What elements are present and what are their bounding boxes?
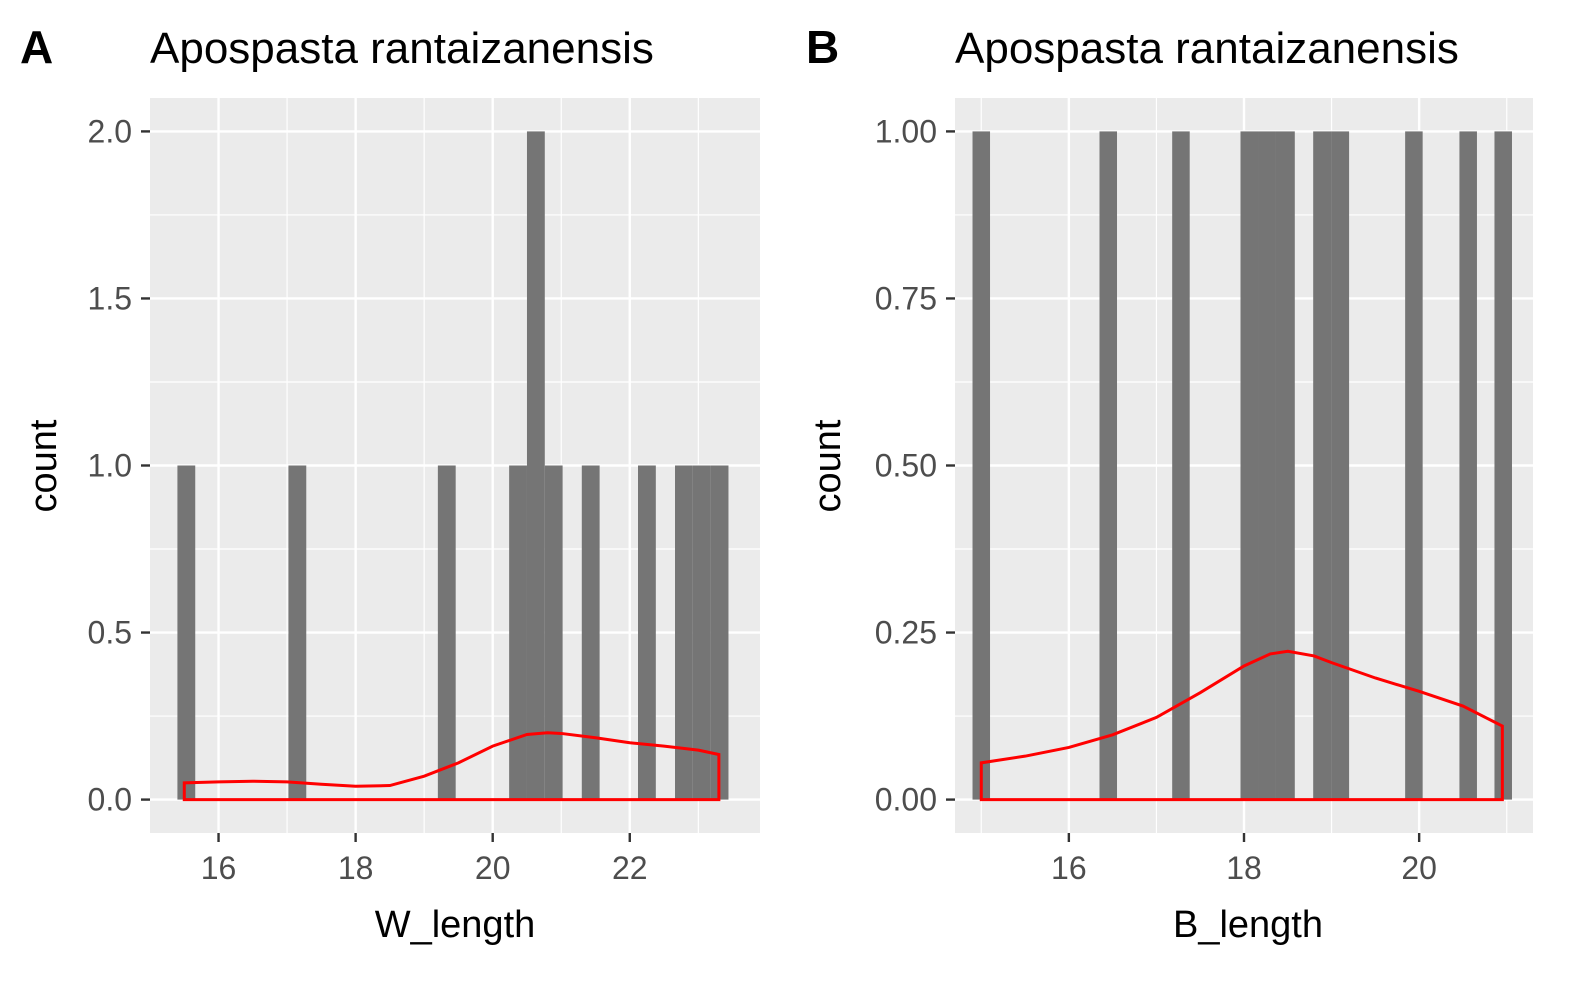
histogram-bar [710,465,729,800]
histogram-bar [972,131,991,800]
chart-title: Apospasta rantaizanensis [955,24,1459,73]
y-axis-label: count [23,419,65,512]
histogram-bar [437,465,456,800]
y-tick-label: 1.0 [88,448,132,484]
histogram-bars [177,131,729,800]
y-tick-label: 1.00 [875,113,937,149]
histogram-bar [1258,131,1276,800]
y-axis-label: count [807,419,849,512]
y-tick-label: 0.50 [875,448,937,484]
x-axis-label: W_length [375,904,536,946]
histogram-bars [972,131,1512,800]
histogram-bar [1172,131,1190,800]
histogram-bar [581,465,600,800]
histogram-bar [692,465,711,800]
histogram-bar [1459,131,1477,800]
histogram-bar [544,465,563,800]
histogram-bar [638,465,656,800]
x-tick-label: 16 [201,850,237,886]
x-tick-label: 18 [338,850,374,886]
histogram-bar [509,465,527,800]
y-tick-label: 0.25 [875,615,937,651]
y-axis: 0.00 0.25 0.50 0.75 1.00 [875,113,955,818]
y-tick-label: 0.0 [88,782,132,818]
histogram-bar [526,131,545,800]
density-curve [182,731,721,802]
histogram-bar [1275,131,1295,800]
x-axis: 16 18 20 [1051,833,1437,886]
y-axis: 0.0 0.5 1.0 1.5 2.0 [88,113,150,818]
panel-tag: A [20,21,53,73]
y-tick-label: 0.5 [88,615,132,651]
histogram-bar [177,465,196,800]
panel-a: A Apospasta rantaizanensis 16 18 20 22 0.00… [20,21,760,946]
y-tick-label: 0.75 [875,280,937,316]
x-tick-label: 20 [1401,850,1437,886]
histogram-bar [1405,131,1423,800]
histogram-bar [288,465,307,800]
panel-b: B Apospasta rantaizanensis 16 18 20 0.000.… [806,21,1533,946]
chart-title: Apospasta rantaizanensis [150,24,654,73]
x-axis-label: B_length [1173,904,1323,946]
y-tick-label: 1.5 [88,280,132,316]
histogram-bar [1099,131,1118,800]
x-tick-label: 22 [612,850,648,886]
panel-tag: B [806,21,839,73]
histogram-bar [1240,131,1259,800]
histogram-bar [1313,131,1332,800]
x-axis: 16 18 20 22 [201,833,648,886]
histogram-bar [1331,131,1350,800]
density-curve [979,649,1504,802]
x-tick-label: 18 [1226,850,1262,886]
x-tick-label: 16 [1051,850,1087,886]
histogram-bar [1494,131,1512,800]
x-tick-label: 20 [475,850,511,886]
histogram-bar [675,465,693,800]
y-tick-label: 2.0 [88,113,132,149]
y-tick-label: 0.00 [875,782,937,818]
